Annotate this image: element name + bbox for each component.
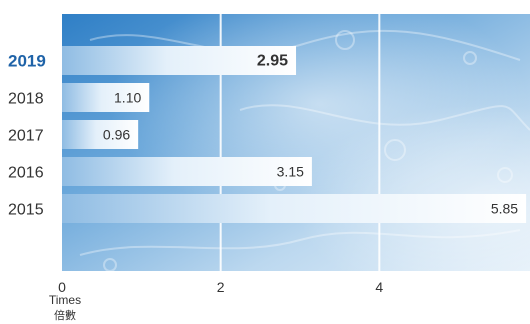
bar-2018 (62, 83, 150, 112)
x-tick-label-2: 2 (217, 279, 225, 295)
bar-2017 (62, 120, 139, 149)
category-label-2017: 2017 (8, 128, 44, 145)
x-axis-label: Times (49, 293, 81, 307)
category-label-2015: 2015 (8, 202, 44, 219)
x-tick-labels: 0246 (58, 279, 383, 295)
category-label-2016: 2016 (8, 165, 44, 182)
bars: 2.95 1.10 0.96 3.15 5.85 (62, 46, 527, 223)
category-label-2019: 2019 (8, 52, 46, 71)
category-labels: 2019 2018 2017 2016 2015 (8, 52, 46, 219)
value-label-2018: 1.10 (114, 90, 141, 106)
value-label-2017: 0.96 (103, 127, 130, 143)
value-label-2019: 2.95 (257, 53, 288, 70)
bar-2015 (62, 194, 527, 223)
bar-2016 (62, 157, 312, 186)
x-tick-label-0: 0 (58, 279, 66, 295)
x-tick-label-4: 4 (375, 279, 383, 295)
category-label-2018: 2018 (8, 91, 44, 108)
bar-2019 (62, 46, 297, 75)
x-axis-label-chinese: 倍數 (54, 308, 76, 322)
value-label-2016: 3.15 (277, 164, 304, 180)
value-label-2015: 5.85 (491, 201, 518, 217)
